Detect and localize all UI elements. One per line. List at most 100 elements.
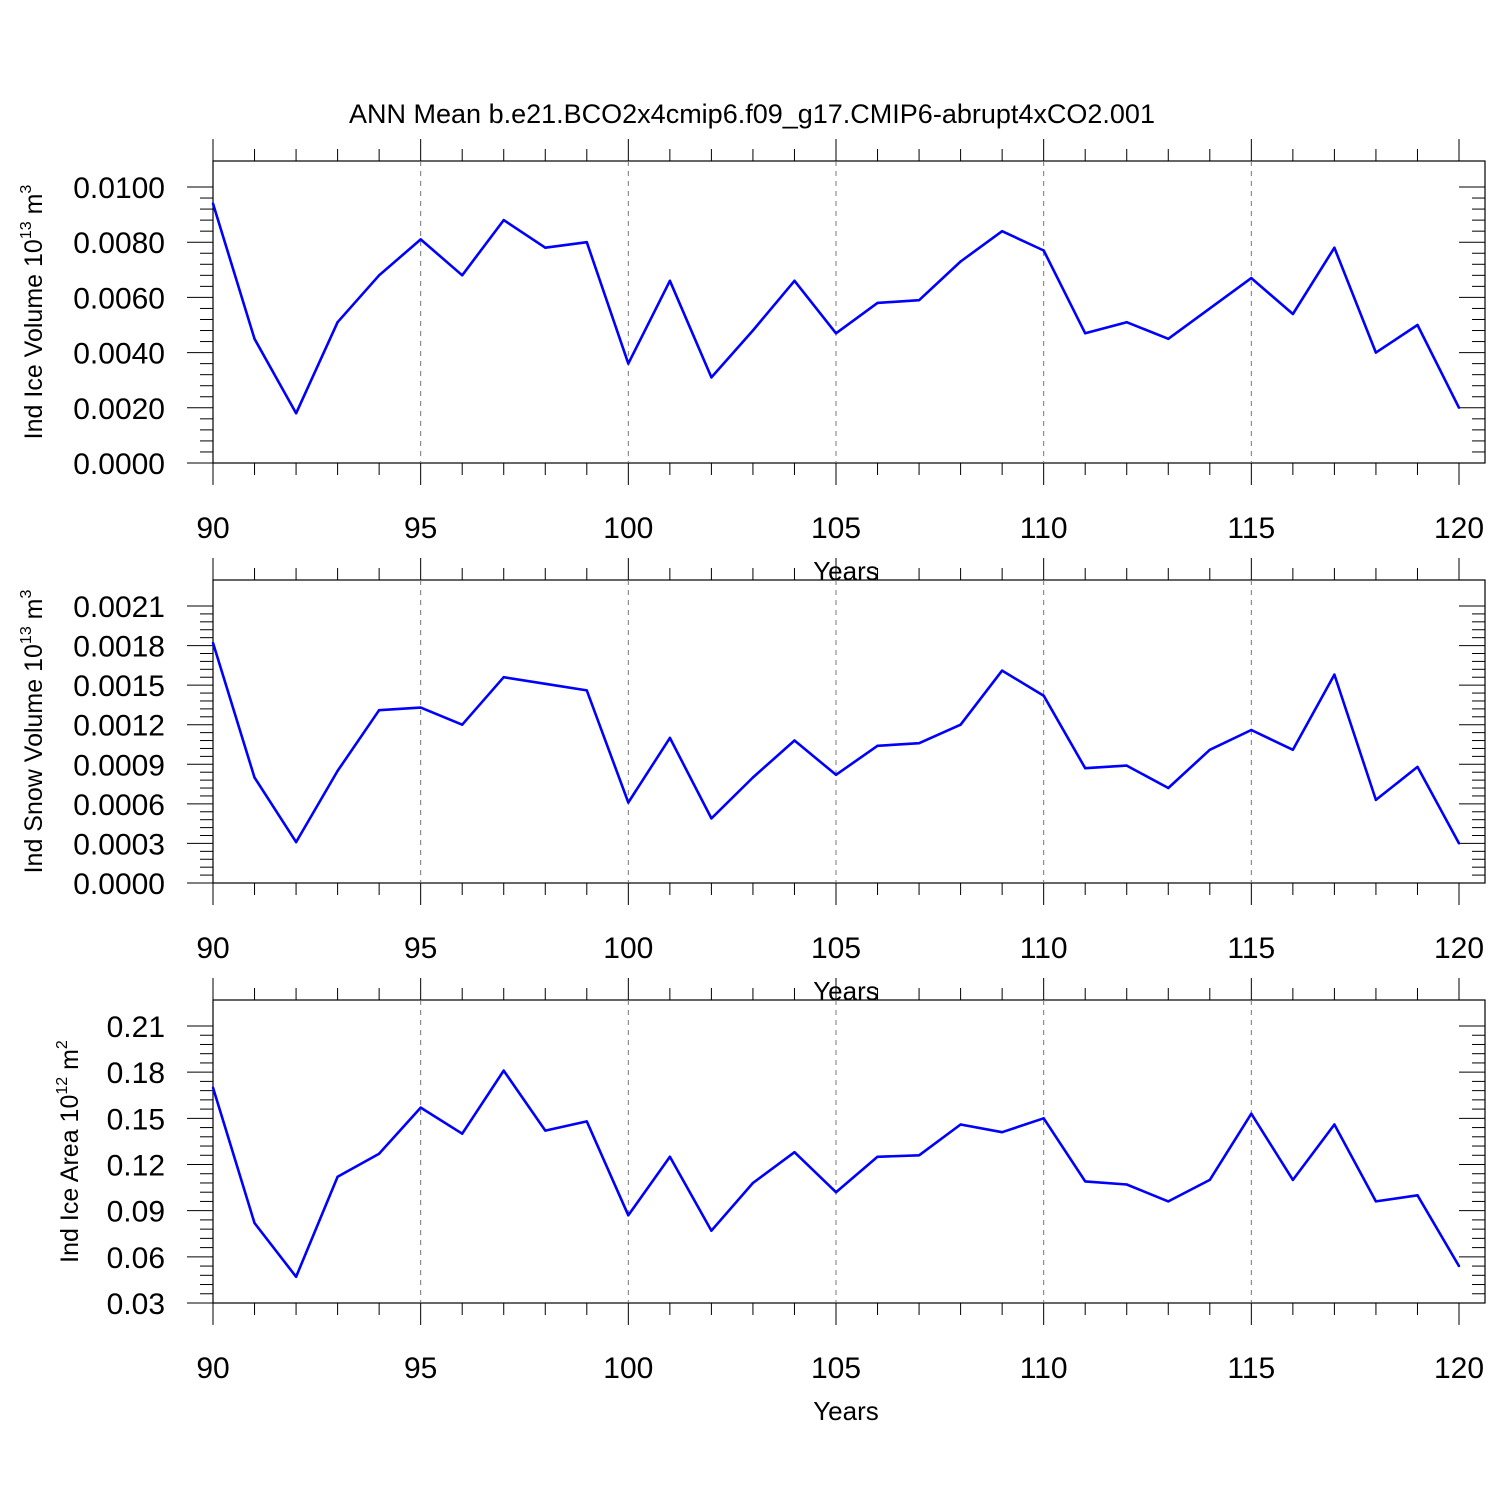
y-tick-label: 0.0012 — [73, 710, 165, 743]
data-point — [1042, 694, 1045, 697]
data-point — [1000, 1131, 1004, 1134]
data-point — [876, 1155, 879, 1159]
data-point — [336, 321, 339, 324]
data-point — [668, 279, 672, 282]
y-tick-label: 0.12 — [107, 1150, 165, 1183]
data-point — [751, 329, 755, 332]
data-point — [377, 1152, 381, 1155]
data-point — [1291, 1178, 1295, 1182]
x-tick-label: 105 — [811, 1352, 861, 1385]
data-point — [793, 279, 796, 282]
data-point — [1042, 249, 1045, 252]
data-point — [1250, 1112, 1253, 1115]
data-point — [1167, 786, 1170, 790]
data-point — [294, 1275, 298, 1279]
y-tick-label: 0.0080 — [73, 227, 165, 260]
data-point — [1457, 1264, 1461, 1268]
data-point — [1125, 321, 1128, 324]
data-point — [1208, 1178, 1212, 1182]
x-tick-label: 110 — [1020, 932, 1068, 965]
data-point — [544, 682, 547, 685]
data-point — [1250, 728, 1253, 732]
data-point — [710, 817, 713, 820]
x-tick-label: 90 — [196, 932, 229, 965]
x-tick-label: 100 — [603, 512, 653, 545]
data-point — [917, 1154, 921, 1157]
data-point — [1125, 1183, 1128, 1186]
y-tick-label: 0.15 — [107, 1103, 165, 1136]
data-point — [544, 246, 547, 249]
data-point — [1457, 406, 1461, 409]
y-tick-label: 0.03 — [107, 1288, 165, 1321]
x-tick-label: 90 — [196, 512, 229, 545]
data-point — [1250, 276, 1253, 280]
data-point — [1291, 312, 1295, 316]
y-axis-label: Ind Ice Volume 1013 m3 — [18, 185, 48, 440]
data-point — [419, 1106, 422, 1109]
data-point — [585, 689, 588, 692]
y-tick-label: 0.0021 — [73, 591, 165, 624]
data-point — [1000, 230, 1004, 233]
data-point — [211, 641, 215, 645]
data-point — [1457, 842, 1461, 845]
y-tick-label: 0.0040 — [73, 338, 165, 371]
data-point — [461, 1132, 464, 1135]
data-point — [1374, 351, 1378, 354]
x-tick-label: 120 — [1434, 1352, 1484, 1385]
data-point — [544, 1129, 547, 1132]
y-tick-label: 0.0018 — [73, 631, 165, 664]
data-point — [253, 776, 256, 779]
data-point — [294, 840, 298, 844]
data-point — [377, 274, 381, 277]
y-axis-label: Ind Ice Area 1012 m2 — [54, 1040, 84, 1263]
y-tick-label: 0.0006 — [73, 789, 165, 822]
chart-panel-2: 90 95 100 105 110 115 120 0.0000 0.0003 0.0006 0.0… — [18, 558, 1486, 1006]
data-point — [1291, 748, 1295, 751]
y-tick-label: 0.21 — [107, 1011, 165, 1044]
data-point — [876, 744, 879, 747]
y-axis-label: Ind Snow Volume 1013 m3 — [18, 590, 48, 874]
data-point — [461, 723, 464, 726]
x-tick-label: 110 — [1020, 1352, 1068, 1385]
data-point — [1416, 765, 1419, 769]
data-point — [1000, 669, 1004, 672]
data-point — [1042, 1117, 1045, 1120]
x-tick-label: 115 — [1227, 932, 1275, 965]
chart-panel-1: 90 95 100 105 110 115 120 0.0000 0.0020 0.0040 0.0… — [18, 139, 1486, 586]
x-tick-label: 115 — [1227, 512, 1275, 545]
data-point — [959, 723, 962, 726]
plot-frame — [212, 579, 1486, 884]
data-point — [917, 299, 921, 302]
data-point — [627, 362, 630, 365]
data-point — [959, 1123, 962, 1126]
data-point — [1416, 323, 1419, 327]
y-tick-label: 0.09 — [107, 1196, 165, 1229]
y-tick-label: 0.0003 — [73, 828, 165, 861]
data-point — [834, 773, 838, 776]
data-point — [1125, 764, 1128, 767]
data-point — [710, 1229, 713, 1232]
data-point — [211, 202, 215, 205]
data-point — [502, 1069, 505, 1072]
data-point — [627, 1214, 630, 1217]
plot-frame — [212, 160, 1486, 464]
data-point — [502, 676, 505, 679]
data-point — [627, 801, 630, 804]
y-tick-label: 0.0009 — [73, 749, 165, 782]
data-point — [461, 274, 464, 277]
data-point — [419, 238, 422, 241]
data-point — [1333, 673, 1336, 676]
data-point — [585, 1120, 588, 1123]
x-tick-label: 120 — [1434, 512, 1484, 545]
data-point — [1374, 1200, 1378, 1203]
data-point — [751, 776, 755, 779]
data-point — [668, 736, 672, 740]
x-axis-label: Years — [813, 556, 879, 586]
data-point — [1084, 1180, 1087, 1183]
data-point — [253, 337, 256, 340]
y-tick-label: 0.0015 — [73, 670, 165, 703]
data-point — [793, 739, 796, 742]
data-point — [336, 769, 339, 773]
data-point — [336, 1175, 339, 1179]
